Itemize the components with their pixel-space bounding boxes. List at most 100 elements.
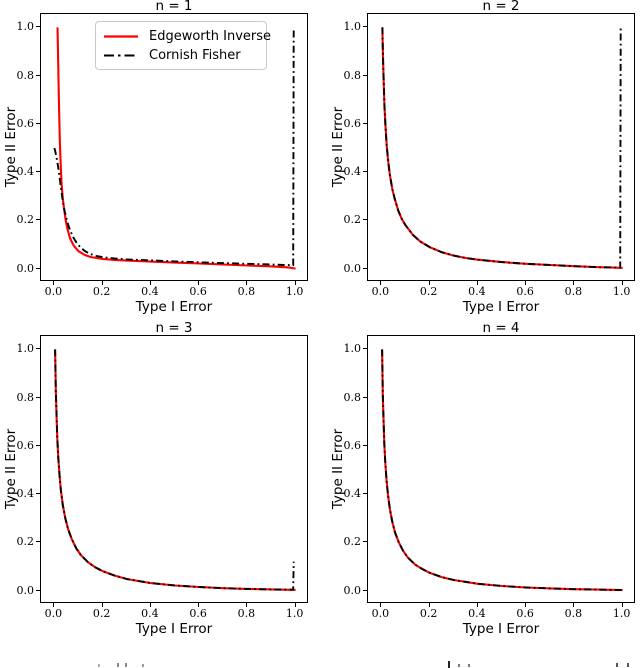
series-cornish-fisher <box>53 27 295 267</box>
plot-area <box>40 335 308 603</box>
y-tick-mark <box>363 171 367 173</box>
x-tick-mark <box>53 603 55 607</box>
x-tick-mark <box>101 603 103 607</box>
y-tick-mark <box>363 74 367 76</box>
x-tick-mark <box>198 281 200 285</box>
x-axis-label: Type I Error <box>462 299 540 315</box>
y-tick-mark <box>36 396 40 398</box>
y-tick-mark <box>36 26 40 28</box>
x-tick-mark <box>101 281 103 285</box>
x-tick-mark <box>294 281 296 285</box>
y-tick-label: 0.8 <box>343 68 362 82</box>
x-tick-mark <box>525 281 527 285</box>
x-tick-label: 0.4 <box>141 285 159 298</box>
y-tick-mark <box>36 541 40 543</box>
x-tick-label: 1.0 <box>612 607 631 620</box>
plot-title: n = 4 <box>482 320 520 336</box>
y-tick-mark <box>36 171 40 173</box>
x-tick-mark <box>246 603 248 607</box>
x-tick-label: 0.2 <box>419 607 438 620</box>
x-tick-label: 0.0 <box>44 607 63 620</box>
y-tick-mark <box>36 122 40 124</box>
plot-area: Edgeworth Inverse Cornish Fisher <box>40 13 308 281</box>
x-tick-label: 0.8 <box>564 285 583 298</box>
subplot-n-3: n = 3 Type II Error Type I Error 0.0 0.2 0… <box>0 320 320 642</box>
x-tick-mark <box>149 603 151 607</box>
y-tick-mark <box>363 219 367 221</box>
y-tick-label: 1.0 <box>16 20 35 34</box>
legend-line-dashdot-icon <box>104 54 138 57</box>
x-tick-label: 0.4 <box>468 607 486 620</box>
y-tick-mark <box>363 589 367 591</box>
y-tick-label: 0.6 <box>343 438 362 452</box>
x-tick-label: 0.0 <box>371 285 390 298</box>
x-tick-label: 0.8 <box>237 285 256 298</box>
series-edgeworth-inverse <box>381 27 623 269</box>
series-edgeworth-inverse <box>54 349 296 591</box>
y-tick-mark <box>36 589 40 591</box>
y-tick-label: 0.0 <box>16 583 35 597</box>
y-tick-label: 0.8 <box>16 68 35 82</box>
series-cornish-fisher <box>381 349 623 592</box>
legend-entry-edgeworth-inverse: Edgeworth Inverse <box>102 27 271 46</box>
x-tick-mark <box>476 603 478 607</box>
y-tick-label: 0.8 <box>16 390 35 404</box>
legend-entry-cornish-fisher: Cornish Fisher <box>102 46 260 65</box>
x-tick-mark <box>294 603 296 607</box>
cropped-caption-fragment <box>627 663 629 667</box>
series-edgeworth-inverse <box>381 349 623 592</box>
y-tick-label: 0.2 <box>16 213 35 227</box>
y-tick-mark <box>363 348 367 350</box>
legend-line-solid-icon <box>104 35 138 38</box>
legend-label: Edgeworth Inverse <box>149 29 271 44</box>
legend: Edgeworth Inverse Cornish Fisher <box>95 21 271 70</box>
y-tick-mark <box>363 267 367 269</box>
x-tick-mark <box>573 281 575 285</box>
legend-label: Cornish Fisher <box>149 48 241 63</box>
x-tick-label: 0.6 <box>516 285 534 298</box>
y-tick-mark <box>36 267 40 269</box>
x-tick-mark <box>246 281 248 285</box>
x-tick-label: 0.6 <box>189 285 207 298</box>
subplot-n-1: n = 1 Type II Error Edgeworth Inverse Co… <box>0 0 320 320</box>
curves-svg <box>381 27 623 269</box>
x-tick-label: 1.0 <box>285 285 304 298</box>
x-tick-mark <box>573 603 575 607</box>
x-tick-label: 0.2 <box>419 285 438 298</box>
y-tick-mark <box>36 74 40 76</box>
x-tick-label: 1.0 <box>285 607 304 620</box>
cropped-caption-fragment <box>616 663 618 667</box>
x-tick-label: 1.0 <box>612 285 631 298</box>
x-tick-mark <box>525 603 527 607</box>
y-tick-mark <box>363 444 367 446</box>
cropped-caption-fragment <box>468 664 470 667</box>
y-tick-label: 1.0 <box>343 20 362 34</box>
x-tick-label: 0.4 <box>141 607 159 620</box>
x-tick-label: 0.6 <box>516 607 534 620</box>
y-tick-label: 0.8 <box>343 390 362 404</box>
x-tick-label: 0.4 <box>468 285 486 298</box>
cropped-caption-fragment <box>117 663 119 667</box>
y-tick-mark <box>36 444 40 446</box>
y-tick-mark <box>363 26 367 28</box>
y-tick-mark <box>363 122 367 124</box>
plot-area <box>367 13 635 281</box>
y-tick-label: 0.4 <box>343 487 362 501</box>
y-tick-label: 1.0 <box>16 342 35 356</box>
x-tick-mark <box>428 281 430 285</box>
x-tick-label: 0.0 <box>44 285 63 298</box>
series-cornish-fisher <box>54 349 295 591</box>
y-tick-mark <box>36 219 40 221</box>
y-tick-label: 0.0 <box>343 261 362 275</box>
x-tick-mark <box>380 603 382 607</box>
y-tick-label: 0.6 <box>16 438 35 452</box>
x-tick-mark <box>149 281 151 285</box>
y-tick-label: 0.6 <box>343 116 362 130</box>
cropped-caption-fragment <box>125 663 127 667</box>
y-tick-label: 0.2 <box>343 213 362 227</box>
y-tick-mark <box>363 541 367 543</box>
x-tick-label: 0.8 <box>564 607 583 620</box>
plot-title: n = 3 <box>155 320 193 336</box>
x-axis-label: Type I Error <box>462 621 540 637</box>
